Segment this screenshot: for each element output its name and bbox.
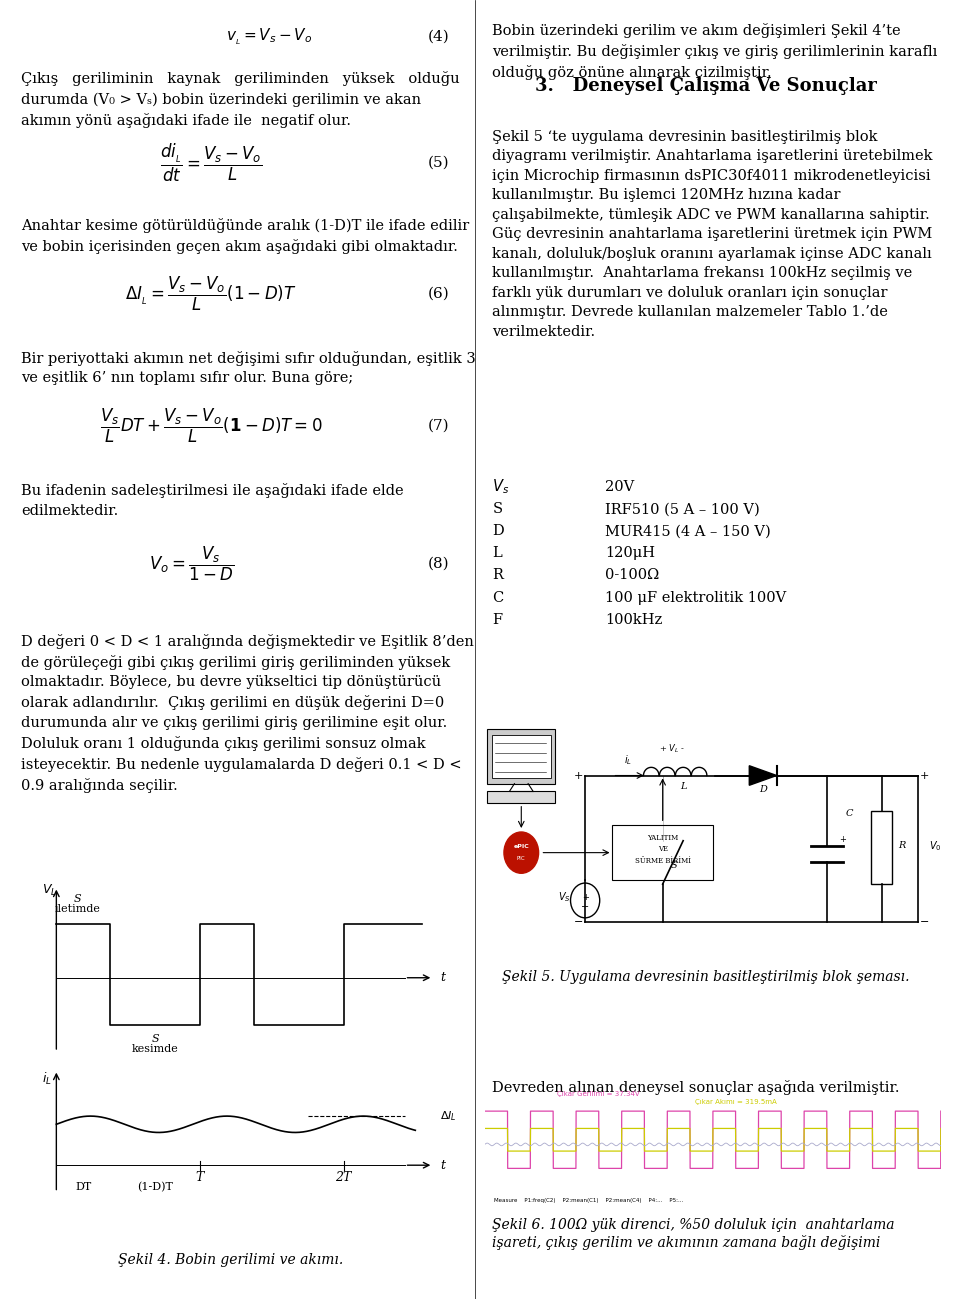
Text: $V_o = \dfrac{V_s}{1 - D}$: $V_o = \dfrac{V_s}{1 - D}$ [150,544,234,583]
Text: t: t [441,1159,445,1172]
Text: iletimde: iletimde [55,904,101,914]
Text: Measure    P1:freq(C2)    P2:mean(C1)    P2:mean(C4)    P4:...    P5:...: Measure P1:freq(C2) P2:mean(C1) P2:mean(… [493,1198,684,1203]
Text: $V_s$: $V_s$ [492,478,510,496]
FancyBboxPatch shape [487,791,556,803]
Text: $v_{_L} = V_s - V_o$: $v_{_L} = V_s - V_o$ [226,26,312,47]
FancyBboxPatch shape [612,825,712,879]
FancyBboxPatch shape [487,729,556,783]
Text: Bir periyottaki akımın net değişimi sıfır olduğundan, eşitlik 3
ve eşitlik 6’ nı: Bir periyottaki akımın net değişimi sıfı… [21,351,476,386]
Text: MUR415 (4 A – 150 V): MUR415 (4 A – 150 V) [605,525,771,538]
Text: Şekil 6. 100Ω yük direnci, %50 doluluk için  anahtarlama
işareti, çıkış gerilim : Şekil 6. 100Ω yük direnci, %50 doluluk i… [492,1218,895,1250]
Polygon shape [749,765,777,786]
Text: −: − [573,917,583,927]
Text: 120μH: 120μH [605,547,655,560]
Text: + $V_L$ -: + $V_L$ - [659,742,684,755]
FancyBboxPatch shape [872,811,892,885]
Text: S: S [671,861,678,870]
Text: $\dfrac{V_s}{L}DT + \dfrac{V_s - V_o}{L}(\mathbf{1} - D)T = 0$: $\dfrac{V_s}{L}DT + \dfrac{V_s - V_o}{L}… [100,407,323,446]
Text: (6): (6) [427,287,449,300]
Text: $\dfrac{di_{_L}}{dt} = \dfrac{V_s - V_o}{L}$: $\dfrac{di_{_L}}{dt} = \dfrac{V_s - V_o}… [160,142,262,183]
Text: Bu ifadenin sadeleştirilmesi ile aşağıdaki ifade elde
edilmektedir.: Bu ifadenin sadeleştirilmesi ile aşağıda… [21,483,404,518]
Text: S: S [492,503,503,516]
Text: 2T: 2T [335,1172,351,1185]
FancyBboxPatch shape [492,735,551,778]
Text: IRF510 (5 A – 100 V): IRF510 (5 A – 100 V) [605,503,759,516]
Text: 3.   Deneysel Çalışma Ve Sonuçlar: 3. Deneysel Çalışma Ve Sonuçlar [535,77,876,95]
Text: (4): (4) [427,30,449,43]
Text: R: R [492,569,503,582]
Text: −: − [920,917,929,927]
Text: ePIC: ePIC [514,843,529,848]
Text: (1-D)T: (1-D)T [137,1182,173,1192]
Text: Çıkar Akımı = 319.5mA: Çıkar Akımı = 319.5mA [695,1099,777,1105]
Text: D: D [492,525,504,538]
Text: YALITIM: YALITIM [647,834,679,842]
Text: +: + [920,770,929,781]
Text: $V_L$: $V_L$ [42,882,57,898]
Text: −: − [581,902,589,912]
Text: (8): (8) [427,557,449,570]
Text: Anahtar kesime götürüldüğünde aralık (1-D)T ile ifade edilir
ve bobin içerisinde: Anahtar kesime götürüldüğünde aralık (1-… [21,218,469,255]
Text: T: T [196,1172,204,1185]
Text: Bobin üzerindeki gerilim ve akım değişimleri Şekil 4’te
verilmiştir. Bu değişiml: Bobin üzerindeki gerilim ve akım değişim… [492,23,938,81]
Text: F: F [492,613,503,626]
Text: +: + [839,835,846,844]
Text: Şekil 4. Bobin gerilimi ve akımı.: Şekil 4. Bobin gerilimi ve akımı. [118,1254,343,1267]
Text: $i_L$: $i_L$ [42,1070,52,1087]
Text: $V_S$: $V_S$ [558,890,571,904]
Text: C: C [846,809,853,818]
Text: +: + [573,770,583,781]
Text: 100kHz: 100kHz [605,613,662,626]
Text: R: R [899,840,905,850]
Text: Şekil 5 ‘te uygulama devresinin basitleştirilmiş blok
diyagramı verilmiştir. Ana: Şekil 5 ‘te uygulama devresinin basitleş… [492,130,933,339]
Text: Çıkış   geriliminin   kaynak   geriliminden   yüksek   olduğu
durumda (V₀ > Vₛ) : Çıkış geriliminin kaynak geriliminden yü… [21,71,460,127]
Text: +: + [582,892,588,902]
Text: PIC: PIC [517,856,525,860]
Text: (7): (7) [427,420,449,433]
Text: $i_L$: $i_L$ [624,753,633,768]
Text: VE: VE [658,844,667,853]
Text: SÜRME BİRİMİ: SÜRME BİRİMİ [635,857,690,865]
Circle shape [570,883,600,918]
Text: $\Delta I_L$: $\Delta I_L$ [441,1109,457,1124]
Circle shape [504,831,539,873]
Text: (5): (5) [427,156,449,169]
Text: C: C [492,591,504,604]
Text: D değeri 0 < D < 1 aralığında değişmektedir ve Eşitlik 8’den
de görüleçeği gibi : D değeri 0 < D < 1 aralığında değişmekte… [21,634,474,792]
Text: Şekil 5. Uygulama devresinin basitleştirilmiş blok şeması.: Şekil 5. Uygulama devresinin basitleştir… [502,970,909,983]
Text: D: D [759,785,767,794]
Text: Devreden alınan deneysel sonuçlar aşağıda verilmiştir.: Devreden alınan deneysel sonuçlar aşağıd… [492,1079,900,1095]
Text: 0-100Ω: 0-100Ω [605,569,660,582]
Text: DT: DT [75,1182,91,1192]
Text: 20V: 20V [605,481,634,494]
Text: L: L [680,782,686,791]
Text: t: t [441,972,445,985]
Text: Çıkar Gerilimi = 37.34V: Çıkar Gerilimi = 37.34V [558,1091,640,1098]
Text: S: S [74,894,82,904]
Text: 100 μF elektrolitik 100V: 100 μF elektrolitik 100V [605,591,786,604]
Text: kesimde: kesimde [132,1044,179,1053]
Text: $V_0$: $V_0$ [929,839,942,852]
Text: S: S [152,1034,158,1044]
Text: L: L [492,547,502,560]
Text: $\Delta I_{_L} = \dfrac{V_s - V_o}{L}(1 - D)T$: $\Delta I_{_L} = \dfrac{V_s - V_o}{L}(1 … [126,274,297,313]
